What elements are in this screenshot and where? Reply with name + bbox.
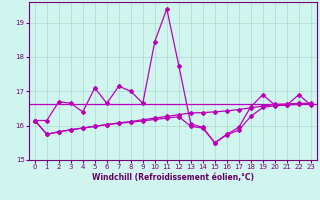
X-axis label: Windchill (Refroidissement éolien,°C): Windchill (Refroidissement éolien,°C) [92, 173, 254, 182]
